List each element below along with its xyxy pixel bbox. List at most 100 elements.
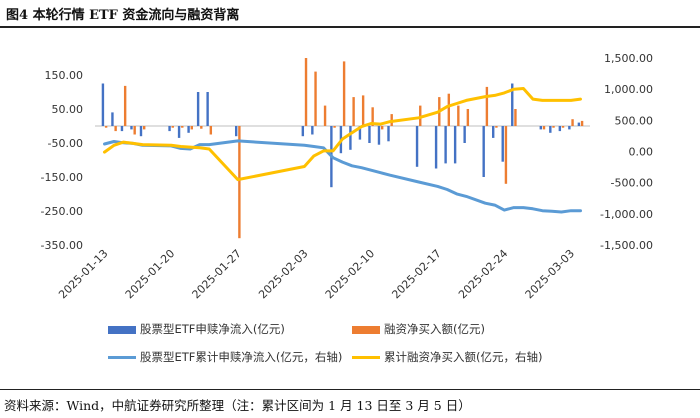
etf-flow-bar	[358, 126, 362, 140]
margin-buy-bar	[457, 105, 460, 126]
right-tick-label: 1,500.00	[604, 52, 653, 65]
margin-buy-bar	[314, 71, 317, 126]
etf-flow-bar	[377, 126, 381, 145]
x-tick-label: 2025-02-10	[323, 247, 377, 301]
etf-flow-bar	[387, 126, 390, 142]
etf-flow-bar	[501, 126, 504, 162]
right-tick-label: -500.00	[611, 177, 653, 190]
x-tick-label: 2025-02-24	[456, 247, 510, 301]
margin-buy-bar	[542, 126, 546, 130]
etf-flow-bar	[120, 126, 124, 132]
margin-buy-bar	[142, 126, 146, 130]
etf-flow-bar	[558, 126, 562, 132]
etf-flow-bar	[415, 126, 419, 167]
etf-cumulative-line	[103, 139, 582, 214]
margin-buy-bar	[552, 126, 555, 128]
x-tick-label: 2025-03-03	[523, 247, 577, 301]
etf-flow-bar	[168, 126, 171, 132]
margin-buy-bar	[352, 97, 355, 126]
etf-flow-bar	[187, 126, 190, 133]
etf-flow-bar	[206, 92, 209, 126]
legend-swatch-margin-bar	[352, 325, 380, 334]
etf-flow-bar	[444, 126, 447, 164]
margin-buy-bar	[371, 107, 374, 126]
top-rule	[0, 26, 700, 28]
margin-buy-bar	[561, 126, 565, 128]
x-tick-label: 2025-02-03	[256, 247, 310, 301]
legend-label-etf-line: 股票型ETF累计申赎净流入(亿元，右轴)	[140, 350, 343, 364]
legend-label-margin-bar: 融资净买入额(亿元)	[384, 322, 485, 336]
etf-flow-bar	[539, 126, 543, 130]
legend-item-margin-bar: 融资净买入额(亿元)	[352, 321, 485, 337]
etf-flow-bar	[453, 126, 457, 164]
figure-title: 图4 本轮行情 ETF 资金流向与融资背离	[6, 8, 240, 23]
etf-flow-bar	[139, 126, 143, 137]
etf-flow-bar	[130, 126, 133, 130]
right-tick-label: 0.00	[629, 146, 654, 159]
legend-label-etf-bar: 股票型ETF申赎净流入(亿元)	[140, 322, 285, 336]
margin-buy-bar	[171, 126, 174, 128]
margin-buy-bar	[495, 126, 498, 128]
etf-flow-bar	[492, 126, 495, 138]
source-note: 资料来源：Wind，中航证券研究所整理（注：累计区间为 1 月 13 日至 3 …	[4, 398, 471, 413]
etf-flow-bar	[311, 126, 314, 135]
margin-buy-bar	[238, 126, 241, 239]
etf-flow-bar	[577, 122, 581, 126]
left-tick-label: 50.00	[52, 103, 84, 116]
legend-swatch-margin-line	[352, 356, 380, 359]
left-tick-label: -50.00	[48, 137, 83, 150]
margin-buy-bar	[333, 126, 336, 128]
margin-buy-bar	[342, 61, 346, 126]
legend-item-margin-line: 累计融资净买入额(亿元，右轴)	[352, 349, 542, 365]
etf-flow-bar	[101, 83, 105, 126]
margin-buy-bar	[181, 126, 184, 128]
x-tick-label: 2025-01-20	[123, 247, 177, 301]
margin-buy-bar	[504, 126, 508, 184]
left-tick-label: -250.00	[41, 205, 83, 218]
etf-flow-bar	[111, 112, 114, 126]
margin-buy-bar	[114, 126, 117, 132]
etf-flow-bar	[511, 83, 514, 126]
etf-flow-bar	[234, 126, 238, 137]
left-tick-label: -150.00	[41, 171, 83, 184]
etf-flow-bar	[482, 126, 485, 177]
legend-label-margin-line: 累计融资净买入额(亿元，右轴)	[384, 350, 543, 364]
margin-buy-bar	[323, 105, 327, 126]
etf-flow-bar	[177, 126, 181, 138]
margin-buy-bar	[466, 109, 470, 126]
etf-flow-bar	[301, 126, 305, 137]
x-tick-label: 2025-01-27	[190, 247, 244, 301]
legend-item-etf-bar: 股票型ETF申赎净流入(亿元)	[108, 321, 285, 337]
etf-flow-bar	[463, 126, 466, 143]
combo-chart: 150.00 50.00 -50.00 -150.00 -250.00 -350.00 1,…	[41, 52, 654, 301]
margin-buy-bar	[190, 126, 193, 130]
margin-buy-bar	[304, 58, 308, 126]
etf-flow-bar	[196, 92, 200, 126]
etf-flow-bar	[549, 126, 552, 133]
legend-swatch-etf-bar	[108, 325, 136, 334]
margin-buy-bar	[200, 126, 203, 129]
margin-buy-bar	[380, 126, 384, 130]
right-tick-label: -1,000.00	[600, 208, 653, 221]
left-tick-label: 150.00	[45, 69, 84, 82]
legend-swatch-etf-line	[108, 356, 136, 359]
margin-buy-bar	[514, 109, 517, 126]
right-tick-label: -1,500.00	[600, 239, 653, 252]
etf-flow-bar	[434, 126, 438, 169]
margin-buy-bar	[209, 126, 213, 135]
margin-buy-bar	[447, 93, 451, 126]
margin-buy-bar	[485, 86, 489, 126]
margin-cumulative-line	[103, 87, 582, 182]
bottom-rule	[0, 389, 700, 390]
margin-buy-bar	[571, 119, 574, 126]
margin-buy-bar	[123, 85, 127, 126]
margin-buy-bar	[133, 126, 136, 135]
legend-item-etf-line: 股票型ETF累计申赎净流入(亿元，右轴)	[108, 349, 342, 365]
etf-flow-bar	[349, 126, 352, 150]
etf-flow-bar	[368, 126, 371, 143]
x-tick-label: 2025-02-17	[389, 247, 443, 301]
etf-flow-bar	[568, 126, 571, 130]
x-tick-label: 2025-01-13	[56, 247, 110, 301]
right-tick-label: 1,000.00	[604, 83, 653, 96]
margin-buy-bar	[361, 95, 365, 126]
